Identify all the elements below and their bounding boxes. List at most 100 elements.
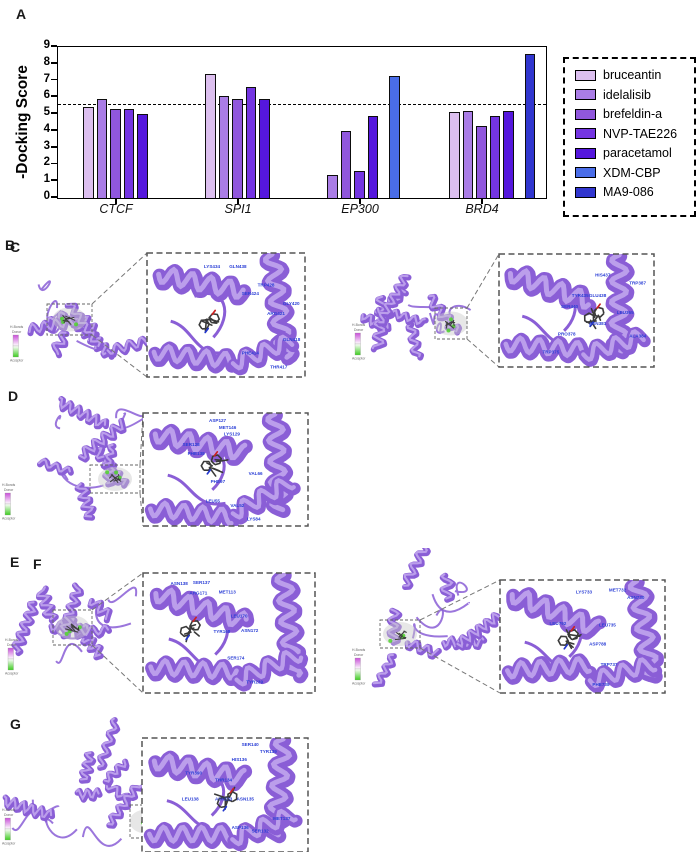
x-category-label-EP300: EP300 [341, 202, 379, 216]
residue-label: MET137 [273, 816, 291, 821]
connector-line-bottom [91, 334, 148, 378]
residue-label: LYS733 [576, 590, 593, 595]
legend-label: paracetamol [603, 146, 672, 160]
legend-item-MA9-086: MA9-086 [575, 185, 694, 199]
panel-letter-g: G [10, 716, 21, 732]
residue-label: ASN138 [171, 581, 189, 586]
hbond-donor-label: Donor [4, 488, 14, 492]
protein-thumbnail [371, 548, 507, 688]
bar-bruceantin-SPI1 [205, 73, 216, 198]
residue-label: SER174 [227, 655, 245, 660]
residue-label: TYR435 [572, 293, 589, 298]
y-tick-label: 9 [43, 39, 50, 51]
legend-label: bruceantin [603, 68, 662, 82]
y-tick-label: 5 [43, 106, 50, 119]
panel-letter-d: D [8, 388, 19, 404]
acceptor-dot [64, 631, 69, 636]
residue-label: PHE97 [211, 479, 226, 484]
residue-label: MET113 [219, 589, 237, 594]
bar-paracetamol-BRD4 [503, 110, 514, 198]
structure-panel-C: HIS437 TRP387 TYR435 GLU438 SER440 LEU365 ASN3… [352, 253, 655, 368]
acceptor-dot [105, 470, 110, 475]
legend-swatch [575, 186, 596, 198]
connector-line-top [419, 579, 501, 621]
selection-box [379, 619, 421, 649]
inset-border [142, 572, 316, 694]
acceptor-gradient-bar [354, 343, 361, 356]
hbond-donor-label: Donor [4, 813, 14, 817]
y-tick-mark [51, 196, 57, 198]
residue-label: SER140 [242, 742, 260, 747]
y-tick-label: 8 [43, 55, 50, 68]
legend-item-idelalisib: idelalisib [575, 88, 694, 102]
y-tick-label: 4 [43, 122, 50, 135]
residue-label: VAL52 [230, 503, 244, 508]
inset-border [498, 253, 655, 368]
residue-label: LYS129 [224, 432, 241, 437]
donor-gradient-bar [12, 334, 19, 347]
legend-label: XDM-CBP [603, 165, 661, 180]
connector-line-top [466, 253, 500, 309]
y-tick-label: 6 [43, 89, 50, 102]
bar-paracetamol-SPI1 [259, 99, 270, 198]
bar-brefeldin-a-SPI1 [232, 99, 243, 198]
acceptor-dot [448, 317, 453, 322]
hbond-legend-title: H-Bonds [10, 325, 23, 329]
residue-label: ALA384 [629, 334, 647, 339]
bar-paracetamol-EP300 [367, 115, 378, 198]
residue-label: HIS136 [232, 757, 248, 762]
acceptor-gradient-bar [4, 503, 11, 516]
bar-idelalisib-EP300 [327, 174, 338, 198]
hbond-legend-title: H-Bonds [2, 808, 15, 812]
structure-panel-B: LYS434 GLN438 TRP428 SER424 GLY420 ARG421 GLN4… [10, 252, 306, 378]
residue-label: ASP127 [209, 418, 227, 423]
residue-label: LEU365 [617, 310, 634, 315]
panel-letter-c: C [10, 239, 21, 255]
hbond-legend-title: H-Bonds [352, 323, 365, 327]
connector-line-top [91, 572, 144, 611]
residue-label: GLY420 [283, 301, 300, 306]
protein-thumbnail [11, 582, 138, 664]
legend-swatch [575, 167, 596, 178]
residue-label: LEU792 [550, 621, 567, 626]
residue-label: GLN438 [229, 264, 247, 269]
residue-label: TRP387 [629, 281, 646, 286]
connector-line-bottom [91, 644, 144, 694]
donor-gradient-bar [354, 332, 361, 345]
hbond-donor-label: Donor [12, 330, 22, 334]
hbond-donor-label: Donor [7, 643, 17, 647]
residue-label: SER424 [242, 291, 260, 296]
residue-label: HIS437 [595, 273, 611, 278]
x-tick-mark [359, 198, 361, 204]
residue-label: TYR390 [185, 771, 202, 776]
residue-label: TYR239 [246, 679, 263, 684]
acceptor-gradient-bar [4, 828, 11, 841]
donor-gradient-bar [4, 492, 11, 505]
selection-box [434, 307, 468, 340]
selection-box [89, 464, 141, 494]
residue-label: THR417 [270, 364, 288, 369]
y-tick-label: 0 [43, 190, 50, 202]
y-tick-mark [51, 95, 57, 98]
residue-label: ASP136 [232, 825, 250, 830]
structure-panel-E: ASN138 SER137 ARG171 MET113 LEU170 TYR168 ASN1… [5, 572, 316, 694]
bar-MA9-086-BRD4 [524, 53, 535, 198]
protein-thumbnail [360, 274, 472, 361]
residue-label: LEU138 [182, 797, 199, 802]
residue-label: THR134 [215, 777, 233, 782]
inset-view: LYS434 GLN438 TRP428 SER424 GLY420 ARG421 GLN4… [147, 253, 305, 377]
residue-label: TYR139 [260, 749, 277, 754]
bar-bruceantin-CTCF [83, 107, 94, 198]
binding-surface [52, 307, 87, 332]
x-tick-mark [115, 198, 117, 204]
residue-label: VAL66 [249, 471, 263, 476]
residue-label: SER128 [183, 442, 201, 447]
residue-label: TRP375 [542, 349, 559, 354]
threshold-dashed-line [58, 104, 546, 106]
x-category-label-SPI1: SPI1 [224, 202, 252, 216]
bar-NVP-TAE226-BRD4 [489, 115, 500, 198]
